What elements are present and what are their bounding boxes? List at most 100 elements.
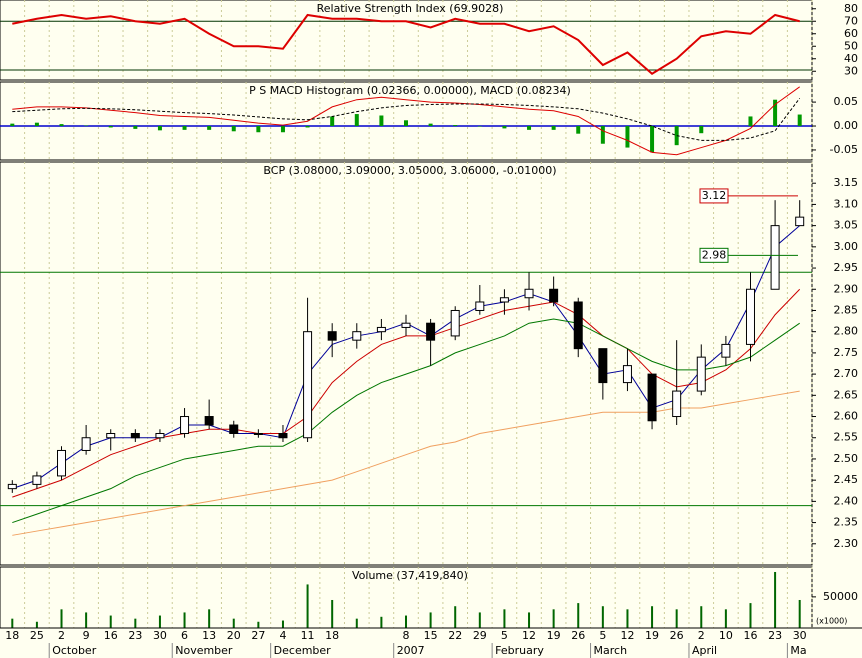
x-tick-label: 30 (793, 629, 807, 642)
histogram-bar (773, 99, 778, 127)
histogram-bar (354, 114, 359, 127)
month-label: March (594, 644, 628, 657)
histogram-bar (256, 126, 261, 133)
histogram-bar (231, 126, 236, 132)
y-tick-label: 30 (844, 64, 858, 77)
x-tick-label: 2 (58, 629, 65, 642)
y-tick-label: 2.55 (834, 431, 859, 444)
x-tick-label: 15 (424, 629, 438, 642)
candle-body (204, 416, 214, 426)
x-tick-label: 8 (403, 629, 410, 642)
candle-body (278, 432, 288, 439)
volume-bar (724, 609, 727, 628)
x-tick-label: 12 (620, 629, 634, 642)
x-tick-label: 30 (153, 629, 167, 642)
volume-bar (626, 609, 629, 628)
x-tick-label: 18 (325, 629, 339, 642)
histogram-bar (576, 126, 581, 134)
month-label: November (175, 644, 233, 657)
histogram-bar (379, 115, 384, 127)
volume-bar (281, 620, 284, 628)
histogram-bar (453, 125, 458, 127)
moving-average (12, 390, 800, 536)
y-tick-label: -0.05 (830, 143, 858, 156)
candle-body (524, 288, 534, 299)
volume-bar (331, 599, 334, 628)
histogram-bar (650, 126, 655, 153)
y-tick-label: 2.90 (834, 282, 859, 295)
candle-body (622, 365, 632, 384)
candle-body (32, 475, 42, 485)
y-tick-label: 2.30 (834, 537, 859, 550)
macd-line (12, 97, 801, 141)
x-tick-label: 4 (279, 629, 286, 642)
rsi-line (12, 13, 800, 75)
x-tick-label: 5 (599, 629, 606, 642)
y-tick-label: 2.50 (834, 452, 859, 465)
histogram-bar (502, 126, 507, 129)
candle-body (475, 301, 485, 311)
month-label: October (52, 644, 96, 657)
candle-body (795, 216, 805, 227)
y-tick-label: 50 (844, 39, 858, 52)
histogram-bar (600, 126, 605, 144)
candle-body (106, 432, 116, 439)
histogram-bar (280, 126, 285, 133)
candle-body (155, 432, 165, 439)
volume-bar (454, 606, 457, 628)
volume-bar (749, 603, 752, 628)
candle-body (376, 326, 386, 333)
y-tick-label: 2.65 (834, 388, 859, 401)
histogram-bar (108, 126, 113, 128)
volume-bar (528, 612, 531, 628)
candle-body (303, 331, 313, 439)
candle-body (426, 322, 436, 341)
x-tick-label: 22 (448, 629, 462, 642)
x-tick-label: 5 (501, 629, 508, 642)
candle-body (696, 356, 706, 392)
candle-body (401, 322, 411, 328)
y-tick-label: 2.35 (834, 516, 859, 529)
histogram-bar (428, 123, 433, 127)
histogram-bar (34, 122, 39, 127)
y-tick-label: 3.10 (834, 197, 859, 210)
candle-body (721, 343, 731, 358)
volume-bar (306, 584, 309, 628)
histogram-bar (748, 116, 753, 127)
histogram-bar (133, 126, 138, 129)
panel-frame (0, 0, 813, 81)
x-tick-label: 26 (571, 629, 585, 642)
x-tick-label: 11 (301, 629, 315, 642)
histogram-bar (305, 126, 310, 128)
histogram-bar (10, 123, 15, 127)
volume-bar (700, 606, 703, 628)
moving-average (12, 318, 800, 524)
x-tick-label: 9 (83, 629, 90, 642)
panel-frame (0, 161, 813, 566)
x-tick-label: 2 (698, 629, 705, 642)
y-tick-label: 60 (844, 27, 858, 40)
volume-bar (183, 612, 186, 628)
candle-body (672, 390, 682, 418)
x-tick-label: 23 (128, 629, 142, 642)
volume-bar (158, 615, 161, 628)
panel-title: BCP (3.08000, 3.09000, 3.05000, 3.06000,… (263, 164, 556, 177)
y-tick-label: 2.75 (834, 346, 859, 359)
volume-bar (60, 609, 63, 628)
x-tick-label: 19 (645, 629, 659, 642)
histogram-bar (182, 126, 187, 130)
y-tick-label: 70 (844, 14, 858, 27)
candle-body (253, 432, 263, 435)
candle-body (549, 288, 559, 303)
x-tick-label: 23 (768, 629, 782, 642)
marker-box (699, 188, 729, 204)
candle-body (7, 483, 17, 490)
histogram-bar (699, 126, 704, 134)
month-label: December (274, 644, 332, 657)
candle-body (598, 348, 608, 384)
month-label: 2007 (397, 644, 425, 657)
y-tick-label: 40 (844, 52, 858, 65)
volume-bar (109, 615, 112, 628)
candle-body (81, 437, 91, 451)
